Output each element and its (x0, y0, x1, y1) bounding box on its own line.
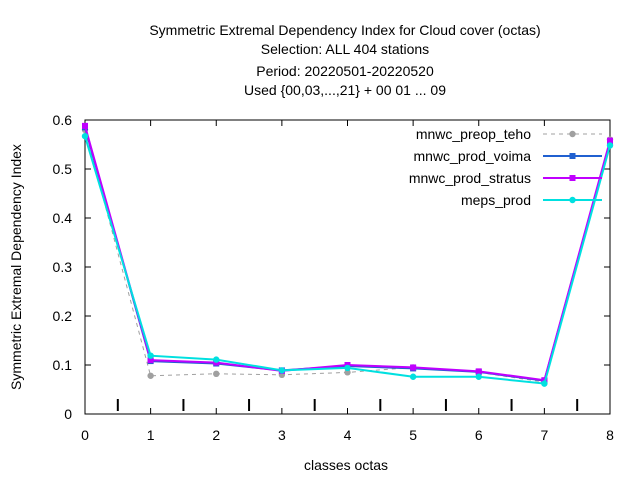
y-tick-label: 0.1 (53, 357, 73, 373)
x-tick-label: 6 (475, 427, 483, 443)
x-tick-label: 1 (147, 427, 155, 443)
legend-marker (569, 175, 576, 181)
y-axis: 0 0.1 0.2 0.3 0.4 0.5 0.6 (53, 112, 610, 422)
data-point-meps_prod (81, 132, 89, 140)
x-tick-label: 4 (344, 427, 352, 443)
data-point-meps_prod (475, 373, 482, 380)
x-tick-label: 3 (278, 427, 286, 443)
x-tick-label: 8 (606, 427, 614, 443)
data-point-meps_prod (541, 380, 548, 387)
data-point-meps_prod (606, 142, 614, 149)
x-axis: 0 1 2 3 4 5 6 7 8 (81, 120, 614, 443)
legend-marker (569, 153, 576, 159)
x-tick-label: 5 (409, 427, 417, 443)
class-markers (116, 399, 579, 411)
y-tick-label: 0.5 (53, 161, 73, 177)
data-point-meps_prod (278, 367, 286, 374)
data-point-mnwc_preop_teho (147, 372, 154, 379)
chart-title-line-3: Period: 20220501-20220520 (256, 63, 434, 79)
data-point-meps_prod (409, 373, 417, 380)
data-point-mnwc_prod_stratus (475, 368, 482, 375)
series-line-mnwc_preop_teho (84, 129, 611, 383)
chart-title-line-1: Symmetric Extremal Dependency Index for … (149, 22, 540, 38)
legend-marker (569, 130, 576, 138)
series-line-mnwc_prod_voima (84, 127, 611, 382)
legend: mnwc_preop_teho mnwc_prod_voima mnwc_prod_… (409, 126, 602, 208)
data-point-mnwc_preop_teho (213, 370, 220, 378)
y-tick-label: 0.3 (53, 259, 73, 275)
data-point-mnwc_prod_stratus (410, 364, 417, 371)
legend-marker (569, 196, 576, 204)
y-tick-label: 0.4 (53, 210, 73, 226)
chart-title-line-2: Selection: ALL 404 stations (261, 41, 429, 57)
data-point-mnwc_prod_stratus (82, 122, 88, 129)
legend-label: mnwc_prod_voima (414, 148, 532, 164)
data-point-meps_prod (147, 352, 154, 359)
x-tick-label: 2 (212, 427, 220, 443)
data-point-mnwc_prod_stratus (607, 137, 613, 144)
series-line-meps_prod (84, 135, 611, 385)
chart-title-line-4: Used {00,03,...,21} + 00 01 ... 09 (244, 82, 446, 98)
x-tick-label: 0 (81, 427, 89, 443)
y-tick-label: 0.2 (53, 308, 73, 324)
legend-label: meps_prod (461, 192, 531, 208)
series-line-mnwc_prod_stratus (84, 125, 611, 382)
data-point-mnwc_preop_teho (344, 369, 351, 376)
y-tick-label: 0 (64, 406, 72, 422)
legend-label: mnwc_prod_stratus (409, 170, 531, 186)
data-point-mnwc_prod_stratus (147, 357, 154, 364)
x-axis-label: classes octas (304, 457, 388, 473)
y-axis-label: Symmetric Extremal Dependency Index (8, 144, 24, 390)
series-group (81, 122, 614, 387)
x-tick-label: 7 (540, 427, 548, 443)
data-point-meps_prod (213, 356, 220, 363)
y-tick-label: 0.6 (53, 112, 73, 128)
legend-label: mnwc_preop_teho (416, 126, 531, 142)
data-point-meps_prod (344, 364, 351, 372)
